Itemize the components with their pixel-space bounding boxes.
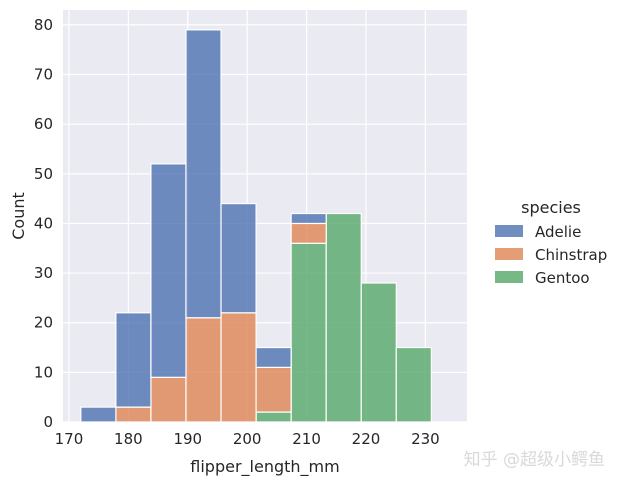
watermark-text: 知乎 @超级小鳄鱼 (464, 450, 605, 470)
y-tick-label: 70 (34, 66, 53, 84)
x-tick-label: 220 (352, 430, 381, 448)
bar-adelie (185, 29, 222, 319)
bar-adelie (80, 406, 117, 423)
bar-chinstrap (290, 222, 327, 244)
legend-label: Adelie (535, 223, 581, 241)
bar-gentoo (255, 411, 292, 423)
x-axis-title: flipper_length_mm (190, 457, 339, 477)
bar-gentoo (325, 212, 362, 423)
x-tick-label: 170 (55, 430, 84, 448)
y-tick-label: 20 (34, 314, 53, 332)
bar-adelie (290, 212, 327, 225)
tick-labels: 170 180 190 200 210 220 230 0 10 20 30 40 50 60 70 80 (34, 16, 440, 448)
x-tick-label: 180 (114, 430, 143, 448)
bar-adelie (115, 312, 152, 408)
legend-items: Adelie Chinstrap Gentoo (495, 223, 607, 287)
y-tick-label: 50 (34, 165, 53, 183)
bars (80, 29, 432, 423)
x-tick-label: 230 (411, 430, 440, 448)
legend-title: species (521, 198, 581, 217)
x-tick-label: 200 (233, 430, 262, 448)
bar-chinstrap (115, 406, 152, 423)
bar-adelie (255, 346, 292, 368)
y-tick-label: 10 (34, 363, 53, 381)
legend-label: Gentoo (535, 269, 590, 287)
y-axis-title: Count (9, 192, 28, 240)
y-tick-label: 60 (34, 115, 53, 133)
bar-adelie (220, 202, 257, 314)
legend-swatch (495, 225, 523, 237)
y-tick-label: 80 (34, 16, 53, 34)
legend-swatch (495, 271, 523, 283)
bar-chinstrap (150, 376, 187, 423)
y-tick-label: 40 (34, 214, 53, 232)
bar-chinstrap (185, 317, 222, 423)
bar-gentoo (290, 242, 327, 423)
x-tick-label: 190 (173, 430, 202, 448)
legend: species Adelie Chinstrap Gentoo (495, 198, 607, 287)
y-tick-label: 30 (34, 264, 53, 282)
legend-label: Chinstrap (535, 246, 607, 264)
bar-chinstrap (220, 312, 257, 423)
bar-gentoo (360, 282, 397, 423)
legend-swatch (495, 248, 523, 260)
bar-adelie (150, 163, 187, 378)
bar-gentoo (395, 346, 432, 423)
bar-chinstrap (255, 366, 292, 413)
y-tick-label: 0 (43, 413, 53, 431)
x-tick-label: 210 (292, 430, 321, 448)
